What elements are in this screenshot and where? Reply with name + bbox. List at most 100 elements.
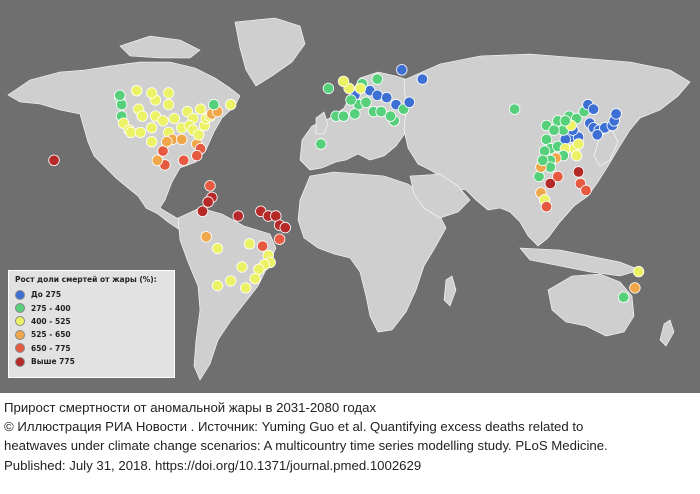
uk-landmass bbox=[315, 111, 329, 135]
new-zealand-landmass bbox=[659, 319, 675, 347]
location-marker bbox=[236, 261, 248, 273]
legend-label: 650 - 775 bbox=[31, 343, 71, 353]
legend-item: До 275 bbox=[15, 288, 168, 301]
location-marker bbox=[337, 75, 350, 88]
location-marker bbox=[591, 129, 604, 141]
location-marker bbox=[322, 82, 335, 95]
location-marker bbox=[196, 205, 209, 218]
caption-source-line-1: © Иллюстрация РИА Новости . Источник: Yu… bbox=[4, 419, 584, 435]
location-marker bbox=[256, 240, 269, 252]
legend-item: Выше 775 bbox=[15, 355, 168, 368]
caption-source-line-2: heatwaves under climate change scenarios… bbox=[4, 438, 608, 454]
legend-swatch bbox=[15, 289, 25, 300]
north-america-landmass bbox=[7, 61, 241, 231]
australia-landmass bbox=[547, 273, 635, 337]
legend-items: До 275 275 - 400 400 - 525 525 - 650 650 - 7… bbox=[15, 288, 168, 368]
location-marker bbox=[211, 242, 224, 255]
location-marker bbox=[192, 129, 205, 141]
location-marker bbox=[162, 87, 175, 99]
location-marker bbox=[559, 115, 572, 127]
location-marker bbox=[202, 196, 214, 208]
legend-label: 525 - 650 bbox=[31, 330, 71, 340]
map-canvas bbox=[7, 17, 691, 381]
legend-swatch bbox=[15, 316, 25, 327]
location-marker bbox=[191, 149, 203, 162]
location-marker bbox=[114, 89, 126, 102]
location-marker bbox=[162, 98, 175, 111]
location-marker bbox=[416, 73, 429, 85]
location-marker bbox=[176, 133, 188, 146]
location-marker bbox=[617, 291, 630, 303]
indonesia-landmass bbox=[519, 247, 641, 277]
location-marker bbox=[211, 279, 224, 292]
world-map: Рост доли смертей от жары (%): До 275 275… bbox=[0, 0, 700, 393]
legend-item: 400 - 525 bbox=[15, 315, 168, 328]
location-marker bbox=[157, 115, 169, 127]
location-marker bbox=[381, 91, 393, 104]
location-marker bbox=[145, 87, 158, 99]
location-marker bbox=[629, 282, 641, 294]
location-marker bbox=[349, 108, 361, 120]
figure-caption: Прирост смертности от аномальной жары в … bbox=[4, 398, 696, 475]
location-marker bbox=[200, 231, 212, 243]
location-marker bbox=[580, 184, 592, 197]
location-marker bbox=[224, 275, 237, 287]
location-marker bbox=[208, 98, 220, 111]
location-marker bbox=[134, 126, 147, 139]
location-marker bbox=[243, 238, 256, 250]
location-marker bbox=[239, 282, 252, 294]
map-legend: Рост доли смертей от жары (%): До 275 275… bbox=[8, 270, 175, 378]
location-marker bbox=[115, 98, 128, 111]
legend-label: Выше 775 bbox=[31, 357, 75, 367]
location-marker bbox=[315, 138, 327, 150]
location-marker bbox=[371, 73, 384, 85]
location-marker bbox=[161, 135, 173, 148]
location-marker bbox=[570, 149, 583, 162]
location-marker bbox=[544, 177, 557, 190]
caption-title: Прирост смертности от аномальной жары в … bbox=[4, 400, 377, 415]
legend-swatch bbox=[15, 356, 25, 367]
location-marker bbox=[273, 233, 286, 245]
location-marker bbox=[345, 94, 357, 106]
location-marker bbox=[538, 145, 551, 157]
location-marker bbox=[533, 170, 545, 183]
legend-swatch bbox=[15, 343, 25, 354]
location-marker bbox=[168, 112, 181, 125]
location-marker bbox=[552, 170, 564, 183]
location-marker bbox=[587, 103, 600, 115]
location-marker bbox=[130, 84, 143, 97]
location-marker bbox=[572, 166, 585, 178]
legend-label: До 275 bbox=[31, 290, 62, 300]
legend-item: 275 - 400 bbox=[15, 301, 168, 314]
location-marker bbox=[632, 265, 645, 278]
location-marker bbox=[145, 135, 158, 148]
madagascar-landmass bbox=[443, 275, 457, 307]
location-marker bbox=[403, 96, 416, 109]
legend-swatch bbox=[15, 329, 25, 340]
legend-item: 525 - 650 bbox=[15, 328, 168, 341]
location-marker bbox=[540, 200, 553, 213]
location-marker bbox=[337, 110, 350, 122]
legend-swatch bbox=[15, 303, 25, 314]
arabia-landmass bbox=[409, 173, 471, 219]
location-marker bbox=[204, 180, 216, 192]
legend-label: 400 - 525 bbox=[31, 316, 71, 326]
location-marker bbox=[375, 105, 387, 118]
canadian-arctic-landmass bbox=[119, 35, 201, 59]
location-marker bbox=[610, 108, 622, 120]
location-marker bbox=[232, 210, 244, 222]
location-marker bbox=[354, 82, 367, 95]
location-marker bbox=[48, 154, 60, 167]
caption-source-line-3: Published: July 31, 2018. https://doi.or… bbox=[4, 457, 422, 473]
location-marker bbox=[145, 122, 158, 134]
greenland-landmass bbox=[234, 17, 306, 87]
location-marker bbox=[548, 124, 560, 136]
location-marker bbox=[136, 110, 149, 122]
data-points-layer bbox=[48, 64, 645, 303]
location-marker bbox=[360, 96, 372, 109]
location-marker bbox=[194, 103, 207, 115]
location-marker bbox=[224, 98, 237, 111]
location-marker bbox=[371, 89, 384, 102]
africa-landmass bbox=[297, 171, 447, 333]
location-marker bbox=[384, 110, 397, 122]
